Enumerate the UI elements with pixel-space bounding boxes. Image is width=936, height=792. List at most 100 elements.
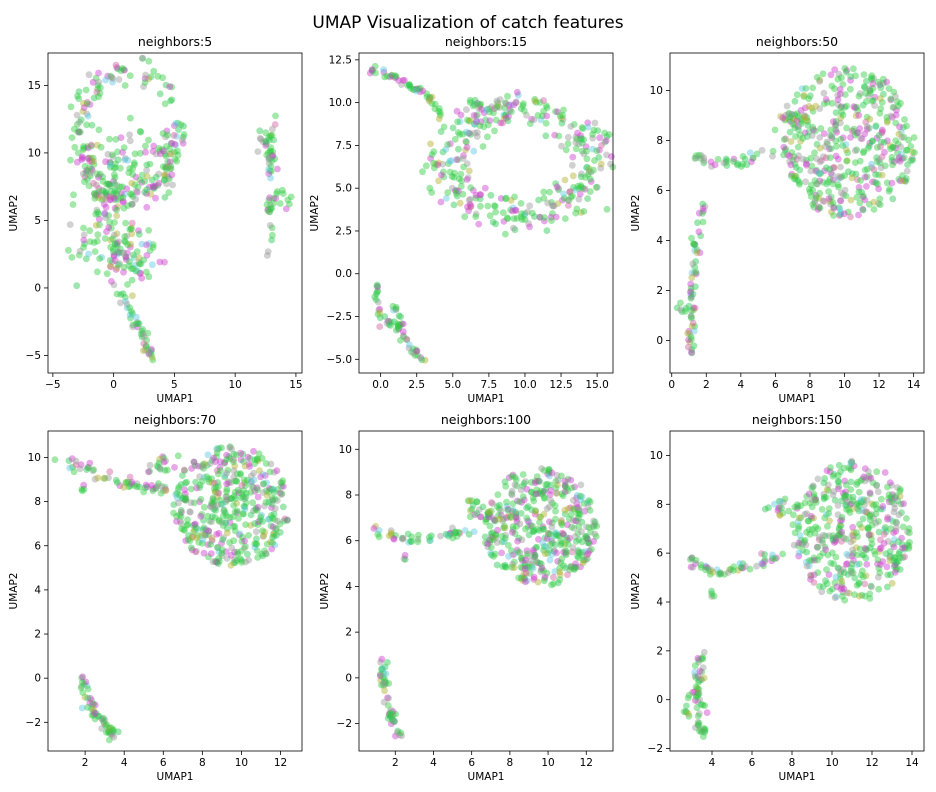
data-point [149,183,157,191]
data-point [867,474,875,482]
data-point [815,170,823,178]
data-point [830,204,838,212]
data-point [532,99,540,106]
data-point [797,137,804,145]
data-point [558,539,566,547]
data-point [177,517,184,525]
y-tick-label: 0 [345,672,352,684]
data-point [92,192,99,200]
data-point [853,130,861,137]
data-point [816,105,824,112]
data-point [900,500,907,508]
data-point [136,483,144,491]
data-point [696,249,704,257]
data-point [454,118,461,126]
data-point [476,122,484,130]
data-point [889,104,897,111]
data-point [467,202,475,210]
data-point [173,512,181,520]
data-point [142,343,150,351]
data-point [870,75,878,82]
data-point [126,165,134,172]
data-point [250,476,258,484]
data-point [117,134,125,142]
data-point [256,516,264,524]
data-point [404,81,411,89]
data-point [453,192,461,200]
data-point [855,488,863,496]
data-point [869,84,877,92]
data-point [242,499,250,507]
data-point [183,521,191,529]
data-point [83,98,91,106]
data-point [242,482,250,489]
data-point [847,538,855,546]
data-point [237,471,244,478]
data-point [550,573,557,581]
data-point [888,157,896,165]
data-point [152,484,160,492]
data-point [384,317,392,325]
data-point [905,525,913,532]
data-point [892,119,900,127]
data-point [689,319,697,327]
data-point [442,195,450,202]
data-point [80,144,88,152]
data-point [214,543,222,551]
data-point [510,215,518,223]
data-point [215,518,223,525]
data-point [208,457,216,464]
data-point [267,205,275,213]
x-axis-label: UMAP1 [157,393,194,405]
data-point [820,479,828,487]
data-point [831,594,839,602]
data-point [284,516,291,524]
data-point [114,148,121,156]
data-point [381,73,389,81]
y-axis-label: UMAP2 [630,195,642,232]
axes-frame [47,430,303,752]
data-point [210,500,218,508]
data-point [267,460,275,468]
data-point [826,175,834,183]
y-axis-label: UMAP2 [8,573,20,610]
data-point [193,534,201,542]
data-point [190,528,198,536]
data-point [477,118,485,126]
data-point [826,132,834,140]
data-point [159,163,167,171]
data-point [809,186,817,194]
data-point [829,176,837,184]
data-point [703,709,711,716]
data-point [191,521,199,529]
data-point [128,200,136,208]
data-point [556,568,564,576]
data-point [482,106,490,114]
data-point [373,290,380,298]
data-point [210,454,218,462]
data-point [138,327,146,335]
data-point [254,503,262,511]
data-point [397,313,404,321]
data-point [886,142,894,150]
x-tick-label: 8 [807,379,814,391]
data-point [133,483,141,491]
data-point [467,184,475,192]
data-point [93,268,101,276]
data-point [145,57,153,65]
data-point [256,127,264,135]
data-point [206,460,214,467]
data-point [575,195,583,203]
data-point [214,544,221,551]
data-point [207,502,215,510]
data-point [205,553,212,561]
data-point [563,484,570,492]
data-point [873,134,881,142]
data-point [520,107,528,115]
data-point [863,123,871,130]
data-point [902,178,910,185]
data-point [401,77,408,84]
data-point [398,81,405,88]
data-point [266,132,274,140]
data-point [437,128,445,136]
